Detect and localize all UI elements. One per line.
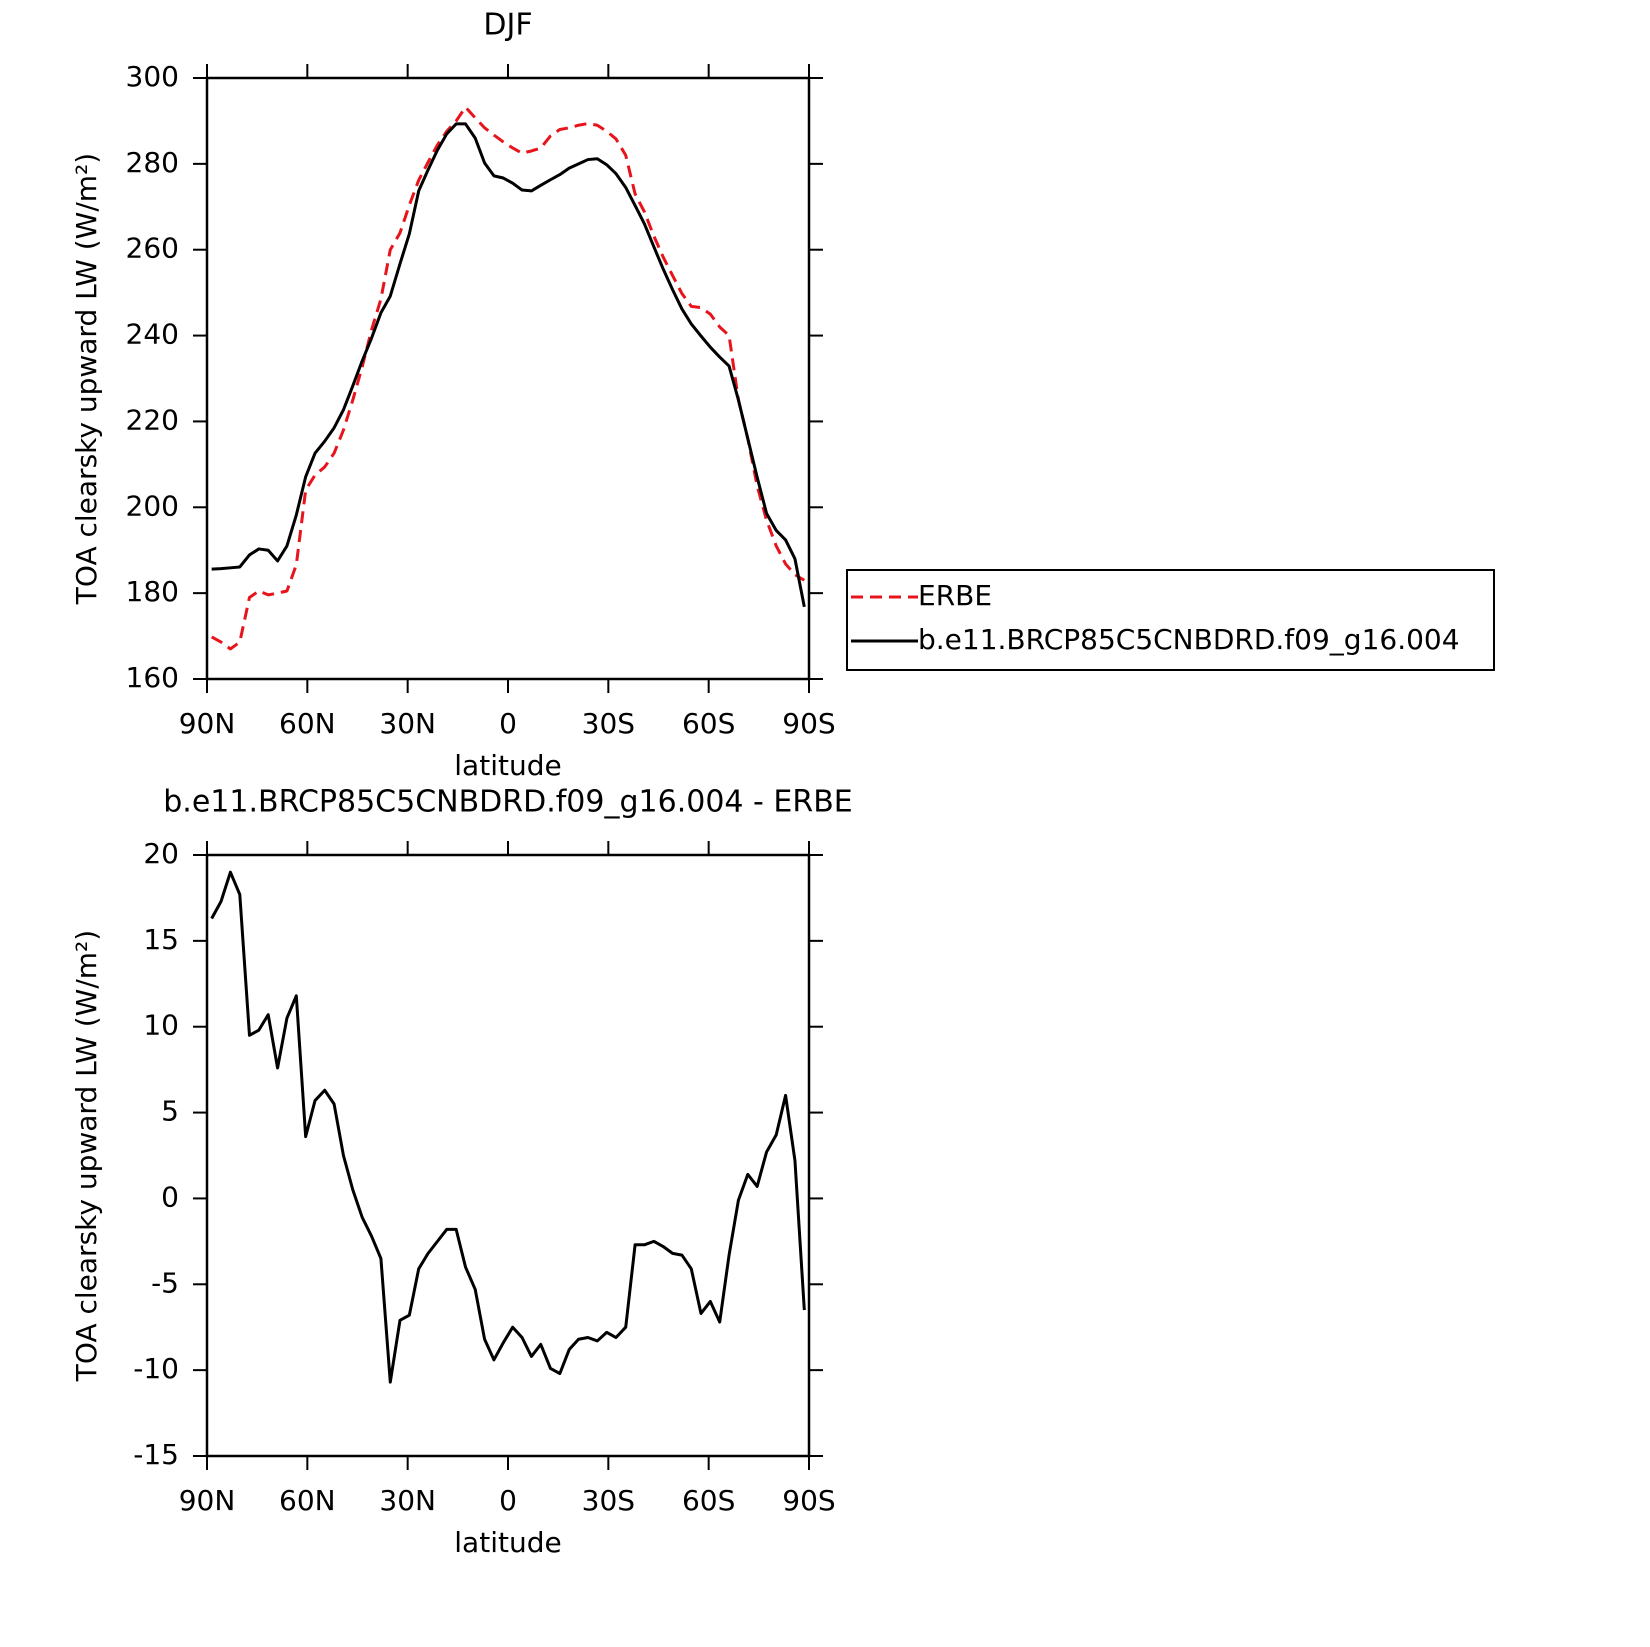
x-tick-label: 90N bbox=[179, 707, 236, 740]
y-tick-label: 10 bbox=[143, 1009, 179, 1042]
x-tick-label: 90N bbox=[179, 1484, 236, 1517]
legend-label: ERBE bbox=[918, 579, 992, 612]
x-tick-label: 60S bbox=[682, 1484, 735, 1517]
y-tick-label: 180 bbox=[126, 575, 179, 608]
data-line bbox=[210, 870, 806, 1384]
legend-label: b.e11.BRCP85C5CNBDRD.f09_g16.004 bbox=[918, 623, 1460, 656]
x-tick-label: 30S bbox=[582, 1484, 635, 1517]
chart-title: DJF bbox=[483, 8, 532, 43]
plot-frame bbox=[205, 853, 811, 1458]
y-tick-label: 260 bbox=[126, 232, 179, 265]
data-line bbox=[211, 122, 806, 608]
y-tick-label: -15 bbox=[133, 1438, 179, 1471]
plot-frame bbox=[205, 76, 811, 681]
y-tick-label: -10 bbox=[133, 1352, 179, 1385]
y-tick-label: 240 bbox=[126, 318, 179, 351]
legend-box bbox=[846, 569, 1495, 671]
x-tick-label: 60S bbox=[682, 707, 735, 740]
x-tick-label: 0 bbox=[499, 1484, 517, 1517]
y-tick-label: 20 bbox=[143, 837, 179, 870]
y-tick-label: -5 bbox=[151, 1266, 179, 1299]
y-tick-label: 160 bbox=[126, 661, 179, 694]
x-tick-label: 30N bbox=[379, 707, 436, 740]
y-tick-label: 300 bbox=[126, 60, 179, 93]
y-tick-label: 5 bbox=[161, 1095, 179, 1128]
x-axis-label: latitude bbox=[454, 749, 561, 782]
x-tick-label: 60N bbox=[279, 1484, 336, 1517]
x-tick-label: 30N bbox=[379, 1484, 436, 1517]
data-line bbox=[210, 105, 806, 651]
y-tick-label: 200 bbox=[126, 489, 179, 522]
y-tick-label: 280 bbox=[126, 146, 179, 179]
y-tick-label: 220 bbox=[126, 403, 179, 436]
y-tick-label: 0 bbox=[161, 1180, 179, 1213]
x-tick-label: 60N bbox=[279, 707, 336, 740]
chart-title: b.e11.BRCP85C5CNBDRD.f09_g16.004 - ERBE bbox=[163, 785, 852, 820]
x-tick-label: 0 bbox=[499, 707, 517, 740]
y-axis-label: TOA clearsky upward LW (W/m²) bbox=[70, 153, 103, 605]
x-tick-label: 30S bbox=[582, 707, 635, 740]
y-tick-label: 15 bbox=[143, 923, 179, 956]
x-axis-label: latitude bbox=[454, 1526, 561, 1559]
y-axis-label: TOA clearsky upward LW (W/m²) bbox=[70, 930, 103, 1382]
x-tick-label: 90S bbox=[782, 707, 835, 740]
x-tick-label: 90S bbox=[782, 1484, 835, 1517]
